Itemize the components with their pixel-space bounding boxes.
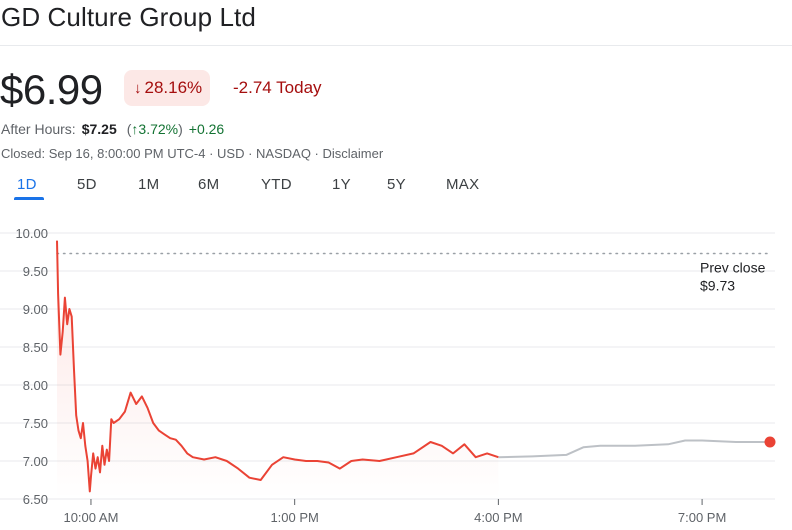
y-tick-label: 6.50 [23, 492, 48, 507]
active-tab-indicator [14, 197, 44, 200]
prev-close-label: Prev close [700, 260, 766, 276]
tab-5d[interactable]: 5D [77, 176, 97, 193]
after-hours-label: After Hours: [1, 121, 76, 137]
x-tick-label: 1:00 PM [270, 510, 318, 525]
y-axis-ticks: 10.00 9.50 9.00 8.50 8.00 7.50 7.00 6.50 [15, 226, 48, 507]
change-percent-badge: ↓ 28.16% [124, 70, 211, 106]
y-tick-label: 8.00 [23, 378, 48, 393]
tab-5y[interactable]: 5Y [387, 176, 406, 193]
after-hours-percent-group: (↑3.72%) [127, 121, 183, 137]
regular-session-line [56, 240, 499, 493]
change-percent: 28.16% [144, 78, 203, 97]
tab-max[interactable]: MAX [446, 176, 480, 193]
change-today: -2.74 Today [233, 78, 322, 97]
tab-1y[interactable]: 1Y [332, 176, 351, 193]
after-hours-change: +0.26 [188, 121, 225, 137]
tab-ytd[interactable]: YTD [261, 176, 292, 193]
last-price-dot [764, 436, 776, 448]
x-tick-label: 7:00 PM [678, 510, 726, 525]
after-hours-price: $7.25 [81, 121, 117, 137]
x-tick-label: 4:00 PM [474, 510, 522, 525]
price-chart-svg: 10.00 9.50 9.00 8.50 8.00 7.50 7.00 6.50 10:00 … [0, 226, 776, 525]
y-tick-label: 8.50 [23, 340, 48, 355]
price-chart[interactable]: 10.00 9.50 9.00 8.50 8.00 7.50 7.00 6.50 10:00 … [0, 218, 792, 530]
after-hours-percent: 3.72% [138, 121, 179, 137]
tab-1m[interactable]: 1M [138, 176, 160, 193]
tab-1d[interactable]: 1D [17, 176, 37, 193]
y-tick-label: 7.50 [23, 416, 48, 431]
after-hours-line-series [498, 439, 770, 459]
tab-6m[interactable]: 6M [198, 176, 220, 193]
x-tick-label: 10:00 AM [63, 510, 118, 525]
current-price: $6.99 [0, 66, 103, 113]
x-axis-ticks: 10:00 AM 1:00 PM 4:00 PM 7:00 PM [63, 499, 726, 525]
y-tick-label: 9.50 [23, 264, 48, 279]
title-divider [0, 45, 792, 46]
arrow-up-icon: ↑ [131, 121, 139, 137]
regular-session-area [57, 240, 499, 499]
market-status-line: Closed: Sep 16, 8:00:00 PM UTC-4 · USD ·… [1, 146, 384, 161]
paren-close: ) [178, 121, 183, 137]
paren-open: ( [126, 121, 132, 137]
arrow-down-icon: ↓ [134, 79, 142, 97]
prev-close-value: $9.73 [700, 278, 735, 294]
after-hours-line: After Hours: $7.25 (↑3.72%) +0.26 [1, 121, 224, 137]
prev-close-marker: Prev close $9.73 [56, 252, 771, 294]
y-tick-label: 9.00 [23, 302, 48, 317]
y-tick-label: 10.00 [15, 226, 48, 241]
stock-name: GD Culture Group Ltd [1, 2, 256, 32]
y-tick-label: 7.00 [23, 454, 48, 469]
